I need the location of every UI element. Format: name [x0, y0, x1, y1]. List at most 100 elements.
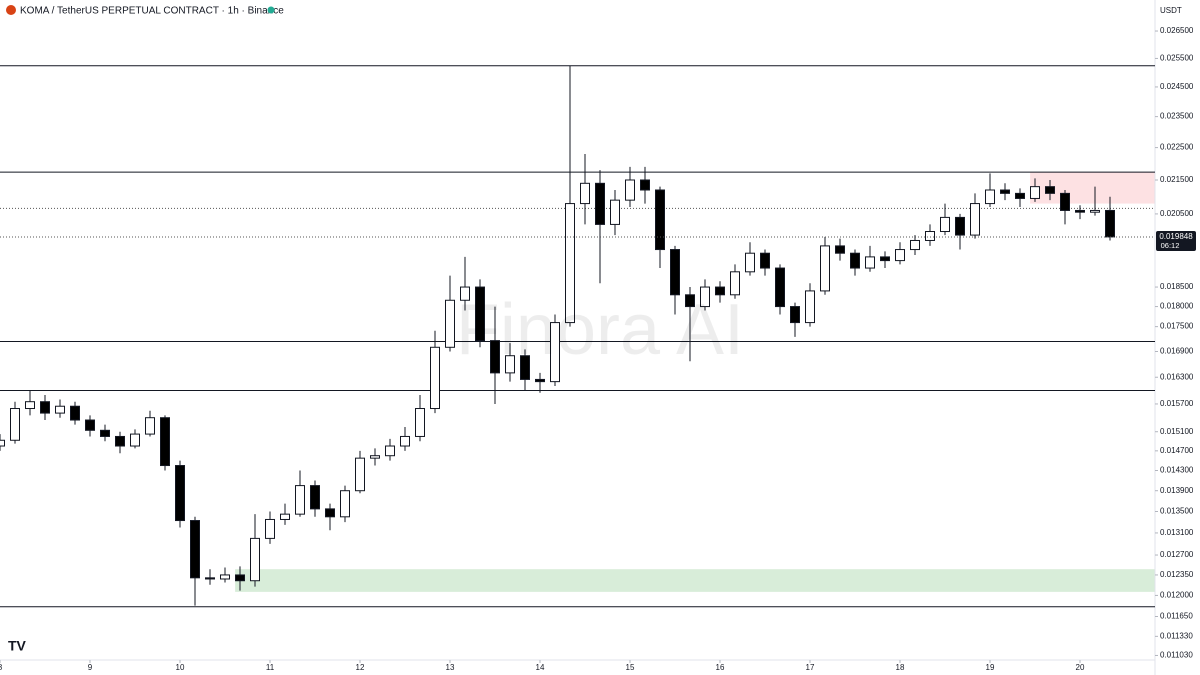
tv-logo[interactable]: TV — [8, 638, 27, 654]
candle-body — [205, 577, 215, 580]
candle-body — [655, 189, 665, 251]
y-tick-label: 0.021500 — [1160, 175, 1194, 184]
candle-body — [325, 508, 335, 518]
candle-body — [25, 401, 35, 410]
x-tick-label: 19 — [986, 663, 995, 672]
x-tick-label: 10 — [176, 663, 185, 672]
y-tick-label: 0.012350 — [1160, 570, 1194, 579]
candle-body — [505, 355, 515, 374]
y-tick-label: 0.025500 — [1160, 54, 1194, 63]
candle-body — [580, 182, 590, 205]
x-tick-label: 8 — [0, 663, 3, 672]
y-tick-label: 0.017500 — [1160, 322, 1194, 331]
candle-body — [550, 322, 560, 383]
y-tick-label: 0.013500 — [1160, 507, 1194, 516]
candle-body — [250, 537, 260, 582]
candle-body — [1000, 189, 1010, 194]
candle-body — [340, 490, 350, 518]
candle-body — [790, 306, 800, 324]
candle-body — [175, 465, 185, 522]
candle-body — [0, 439, 5, 447]
x-tick-label: 13 — [446, 663, 455, 672]
x-tick-label: 16 — [716, 663, 725, 672]
candle-body — [130, 433, 140, 447]
x-tick-label: 11 — [266, 663, 275, 672]
y-tick-label: 0.014300 — [1160, 466, 1194, 475]
x-tick-label: 20 — [1076, 663, 1085, 672]
symbol-icon — [6, 5, 16, 15]
candle-body — [1090, 209, 1100, 213]
candle-body — [355, 457, 365, 492]
watermark: Finora AI — [456, 290, 744, 370]
chart-title: KOMA / TetherUS PERPETUAL CONTRACT · 1h … — [20, 6, 284, 17]
candle-body — [430, 346, 440, 410]
y-tick-label: 0.015100 — [1160, 427, 1194, 436]
candle-body — [1060, 192, 1070, 211]
candle-body — [610, 199, 620, 225]
candle-body — [805, 290, 815, 324]
y-tick-label: 0.014700 — [1160, 446, 1194, 455]
candle-body — [565, 203, 575, 324]
candle-body — [280, 513, 290, 520]
y-tick-label: 0.023500 — [1160, 112, 1194, 121]
candle-body — [370, 455, 380, 459]
y-tick-label: 0.018500 — [1160, 282, 1194, 291]
candle-body — [415, 408, 425, 437]
candle-body — [70, 405, 80, 421]
candle-body — [835, 245, 845, 254]
y-tick-label: 0.011650 — [1160, 612, 1193, 621]
candle-body — [400, 435, 410, 447]
candle-body — [100, 429, 110, 437]
candle-body — [985, 189, 995, 205]
last-price-label: 0.019848 — [1159, 232, 1193, 241]
candle-body — [145, 417, 155, 435]
x-tick-label: 18 — [896, 663, 905, 672]
candle-body — [1030, 186, 1040, 199]
zone — [235, 569, 1155, 592]
candle-body — [265, 518, 275, 539]
y-tick-label: 0.011330 — [1160, 631, 1193, 640]
y-tick-label: 0.013100 — [1160, 528, 1194, 537]
candle-body — [10, 408, 20, 441]
y-tick-label: 0.011030 — [1160, 651, 1193, 660]
candle-body — [910, 239, 920, 251]
candle-body — [115, 435, 125, 447]
candle-body — [895, 249, 905, 262]
candle-body — [85, 419, 95, 431]
market-status[interactable] — [267, 6, 275, 14]
y-tick-label: 0.022500 — [1160, 143, 1194, 152]
candle-body — [220, 574, 230, 580]
candle-body — [745, 252, 755, 273]
x-tick-label: 17 — [806, 663, 815, 672]
candle-body — [460, 286, 470, 301]
candle-body — [190, 520, 200, 579]
last-price-tag — [1156, 230, 1196, 251]
candle-body — [775, 267, 785, 308]
candle-body — [535, 378, 545, 383]
y-tick-label: 0.026500 — [1160, 26, 1194, 35]
candle-body — [925, 231, 935, 241]
candle-body — [310, 485, 320, 510]
currency-label[interactable]: USDT — [1160, 6, 1182, 15]
candle-body — [730, 271, 740, 296]
candle-body — [475, 286, 485, 342]
y-tick-label: 0.012000 — [1160, 591, 1194, 600]
y-tick-label: 0.013900 — [1160, 486, 1194, 495]
candle-body — [715, 286, 725, 296]
x-tick-label: 9 — [88, 663, 93, 672]
candle-body — [940, 216, 950, 233]
candle-body — [445, 299, 455, 348]
candle-body — [1075, 209, 1085, 213]
candle-body — [1045, 186, 1055, 194]
candle-body — [520, 355, 530, 380]
candle-body — [640, 179, 650, 191]
y-tick-label: 0.012700 — [1160, 550, 1194, 559]
candle-body — [970, 203, 980, 236]
x-tick-label: 12 — [356, 663, 365, 672]
candle-body — [880, 256, 890, 262]
candle-body — [955, 216, 965, 236]
candle-body — [685, 294, 695, 308]
candle-body — [700, 286, 710, 308]
candle-body — [385, 445, 395, 457]
